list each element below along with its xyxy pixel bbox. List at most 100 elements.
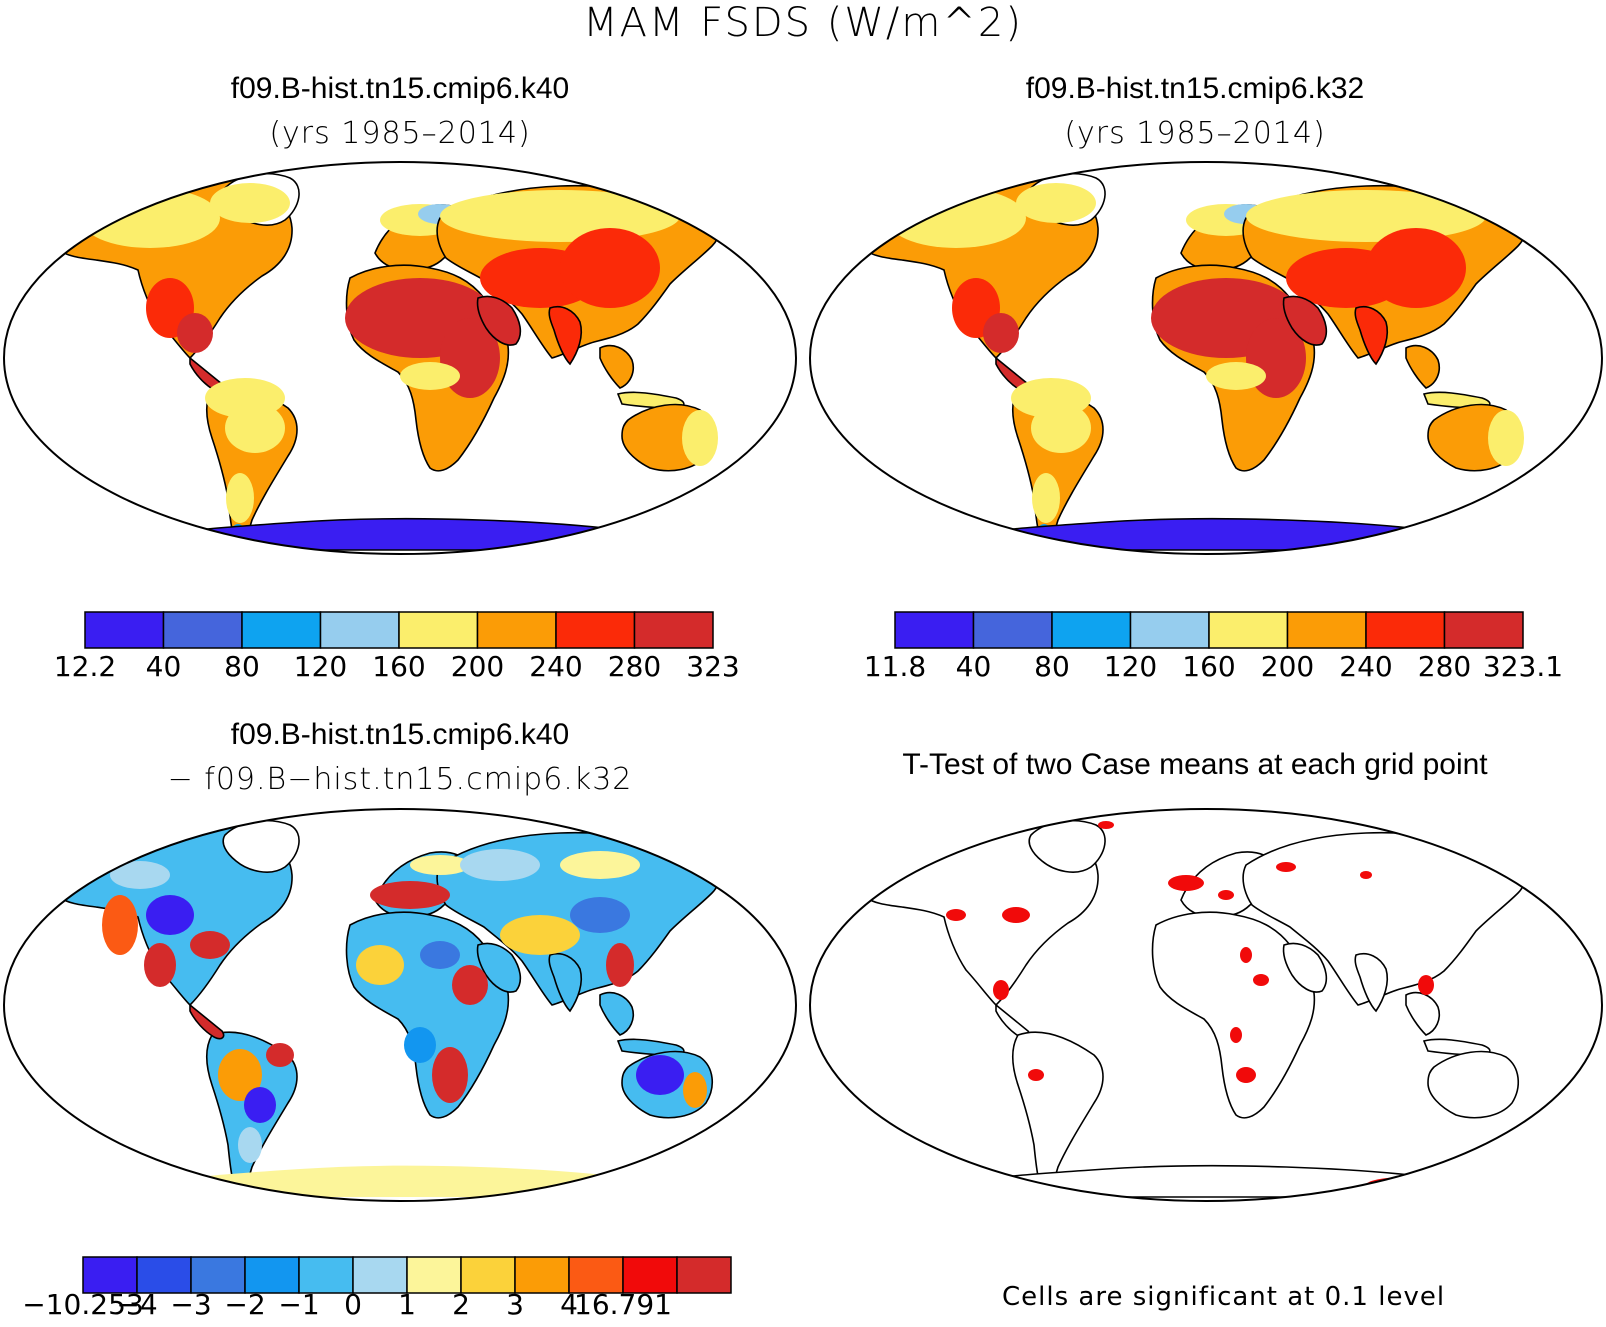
significant-cell	[1276, 862, 1296, 872]
shading-patch	[440, 190, 680, 242]
shading-patch	[1032, 473, 1060, 523]
seasia-landmass	[599, 344, 635, 389]
colorbar-swatch	[82, 1256, 138, 1294]
colorbar-swatch	[1129, 611, 1210, 649]
colorbar-swatch	[894, 611, 975, 649]
shading-patch	[356, 945, 404, 985]
colorbar-tick-label: 4	[560, 1288, 578, 1321]
colorbar-tick-label: 80	[224, 650, 260, 683]
seasia-landmass	[599, 991, 635, 1036]
colorbar-tick-label: 11.8	[863, 650, 927, 683]
significant-cell	[1218, 890, 1234, 900]
significant-cell	[1253, 974, 1269, 986]
shading-patch	[210, 183, 290, 223]
shading-patch	[400, 362, 460, 390]
shading-patch	[432, 1047, 468, 1103]
colorbar-swatch	[972, 611, 1053, 649]
shading-patch	[1246, 190, 1486, 242]
shading-patch	[177, 313, 213, 353]
africa-landmass	[1151, 911, 1316, 1119]
shading-patch	[570, 897, 630, 933]
significant-cell	[1168, 875, 1204, 891]
shading-patch	[1016, 183, 1096, 223]
panel3-subtitle: − f09.B−hist.tn15.cmip6.k32	[167, 762, 633, 797]
colorbar-tick-label: −3	[170, 1288, 212, 1321]
panel2-title: f09.B-hist.tn15.cmip6.k32	[1025, 72, 1365, 105]
map-outline	[809, 808, 1603, 1202]
shading-patch	[244, 1087, 276, 1123]
shading-patch	[606, 943, 634, 987]
seasia-landmass	[1405, 344, 1441, 389]
colorbar-panel1	[84, 611, 714, 649]
colorbar-tick-label: −10.253	[22, 1288, 144, 1321]
colorbar-swatch	[555, 611, 636, 649]
colorbar-tick-label: −4	[116, 1288, 158, 1321]
colorbar-swatch	[633, 611, 714, 649]
colorbar-swatch	[84, 611, 165, 649]
shading-patch	[1366, 228, 1466, 308]
colorbar-tick-label: −1	[278, 1288, 320, 1321]
colorbar-tick-label: 160	[372, 650, 426, 683]
colorbar-tick-label: 40	[145, 650, 182, 683]
colorbar-labels-panel1: 12.2 40 80 120 160 200 240 280 323	[54, 650, 740, 686]
map-outline	[3, 161, 797, 555]
significant-cell	[1360, 871, 1372, 879]
colorbar-swatch	[1365, 611, 1446, 649]
shading-patch	[266, 1043, 294, 1067]
colorbar-tick-label: 1	[398, 1288, 416, 1321]
colorbar-tick-label: 2	[452, 1288, 470, 1321]
colorbar-labels-panel2: 11.8 40 80 120 160 200 240 280 323.1	[864, 650, 1563, 686]
arabia-landmass	[1282, 942, 1328, 993]
significant-cell	[1240, 947, 1252, 963]
significant-cell	[1230, 1027, 1242, 1043]
colorbar-tick-label: 16.791	[574, 1288, 672, 1321]
shading-patch	[190, 931, 230, 959]
shading-patch	[226, 473, 254, 523]
shading-patch	[102, 895, 138, 955]
colorbar-swatch	[190, 1256, 246, 1294]
shading-patch	[636, 1055, 684, 1095]
shading-patch	[238, 1127, 262, 1163]
colorbar-swatch	[676, 1256, 732, 1294]
india-landmass	[1354, 953, 1389, 1013]
shading-patch	[80, 188, 220, 248]
colorbar-tick-label: 3	[506, 1288, 524, 1321]
colorbar-tick-label: 200	[1260, 650, 1315, 683]
shading-patch	[560, 228, 660, 308]
india-landmass	[548, 953, 583, 1013]
colorbar-tick-label: 80	[1034, 650, 1070, 683]
arabia-landmass	[476, 295, 522, 346]
arabia-landmass	[476, 942, 522, 993]
colorbar-tick-label: 323.1	[1482, 650, 1564, 683]
colorbar-swatch	[241, 611, 322, 649]
shading-patch	[1031, 403, 1091, 453]
figure-title: MAM FSDS (W/m^2)	[583, 0, 1023, 46]
colorbar-swatch	[476, 611, 557, 649]
significant-cell	[936, 821, 956, 829]
colorbar-swatch	[406, 1256, 462, 1294]
colorbar-tick-label: 120	[1103, 650, 1158, 683]
colorbar-tick-label: 240	[1339, 650, 1393, 683]
colorbar-swatch	[1443, 611, 1524, 649]
shading-patch	[983, 313, 1019, 353]
shading-patch	[1206, 362, 1266, 390]
shading-patch	[225, 403, 285, 453]
shading-patch	[682, 410, 718, 466]
shading-patch	[683, 1072, 707, 1108]
significant-cell	[1028, 1069, 1044, 1081]
shading-patch	[420, 941, 460, 969]
shading-patch	[218, 1049, 262, 1101]
colorbar-tick-label: 12.2	[53, 650, 117, 683]
colorbar-swatch	[319, 611, 400, 649]
colorbar-swatch	[1286, 611, 1367, 649]
shading-patch	[886, 188, 1026, 248]
shading-patch	[410, 855, 470, 875]
map-panel-ttest	[809, 808, 1603, 1202]
colorbar-swatch	[622, 1256, 678, 1294]
india-landmass	[1354, 306, 1389, 366]
significant-cell	[1418, 975, 1434, 995]
panel2-subtitle: (yrs 1985–2014)	[1064, 116, 1326, 151]
colorbar-tick-label: 280	[607, 650, 662, 683]
significance-note: Cells are significant at 0.1 level	[1002, 1282, 1446, 1312]
panel1-subtitle: (yrs 1985–2014)	[269, 116, 531, 151]
